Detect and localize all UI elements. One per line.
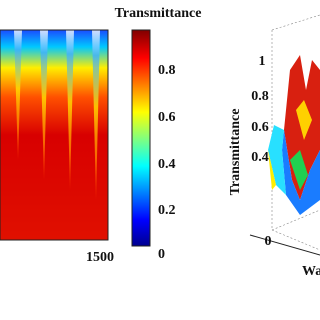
surface-plot [271,14,320,251]
z-axis-label: Transmittance [228,109,243,196]
colorbar-tick-label: 0 [158,247,165,262]
colorbar-tick-label: 0.4 [158,157,176,172]
heatmap [0,29,109,241]
colorbar-title: Transmittance [115,6,202,21]
colorbar-tick-label: 0.6 [158,110,176,125]
surface [268,55,320,215]
x-tick-label: 0 [265,234,272,249]
axis-line [249,234,320,256]
z-tick-label: 0.6 [251,120,269,135]
z-tick-label: 1 [259,54,266,69]
colorbar-tick-label: 0.8 [158,63,176,78]
z-tick-label: 0.8 [251,89,269,104]
x-tick-label: 1500 [86,250,114,265]
x-axis-label: Wa [302,264,320,279]
colorbar [131,29,151,247]
z-tick-label: 0.4 [251,150,269,165]
colorbar-tick-label: 0.2 [158,203,176,218]
